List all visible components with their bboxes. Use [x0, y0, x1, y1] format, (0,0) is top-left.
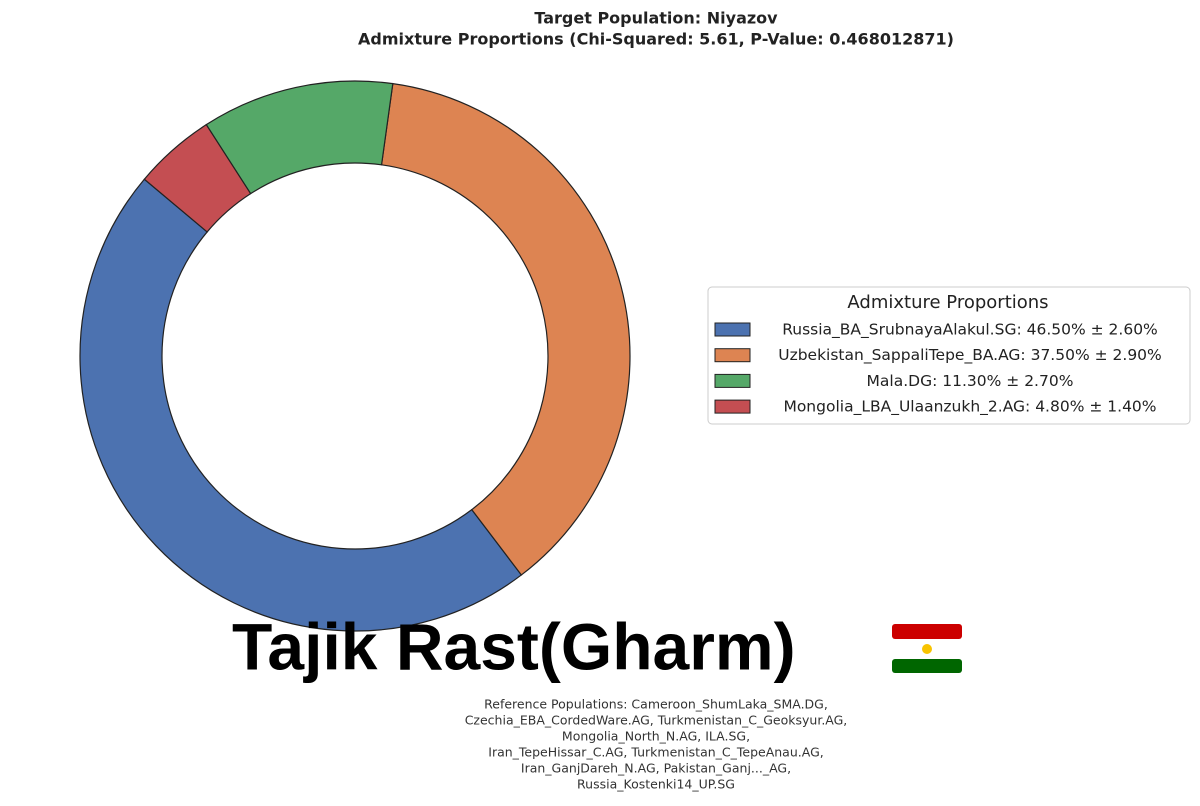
slice	[79, 178, 523, 632]
legend: Russia_BA_SrubnayaAlakul.SG: 46.50% ± 2.…	[714, 321, 1162, 417]
legend-swatch	[714, 399, 751, 414]
reference-text: Reference Populations: Cameroon_ShumLaka…	[465, 697, 848, 792]
legend-box	[707, 286, 1191, 425]
reference-line: Mongolia_North_N.AG, ILA.SG,	[562, 729, 750, 744]
slice	[380, 82, 631, 576]
reference-line: Russia_Kostenki14_UP.SG	[577, 777, 735, 792]
legend-swatch	[714, 322, 751, 337]
slice	[143, 123, 252, 233]
legend-swatch	[714, 348, 751, 363]
reference-line: Iran_TepeHissar_C.AG, Turkmenistan_C_Tep…	[488, 745, 823, 760]
flag-icon	[892, 624, 962, 673]
donut	[79, 80, 631, 632]
chart-title: Target Population: Niyazov	[534, 9, 778, 28]
chart-subtitle: Admixture Proportions (Chi-Squared: 5.61…	[358, 30, 954, 49]
legend-swatch	[714, 373, 751, 388]
caption: Tajik Rast(Gharm)	[232, 609, 796, 683]
legend-title: Admixture Proportions	[847, 292, 1048, 313]
legend-label: Mala.DG: 11.30% ± 2.70%	[867, 372, 1074, 390]
reference-line: Czechia_EBA_CordedWare.AG, Turkmenistan_…	[465, 713, 848, 728]
legend-label: Mongolia_LBA_Ulaanzukh_2.AG: 4.80% ± 1.4…	[783, 398, 1156, 417]
legend-label: Russia_BA_SrubnayaAlakul.SG: 46.50% ± 2.…	[782, 321, 1158, 340]
legend-label: Uzbekistan_SappaliTepe_BA.AG: 37.50% ± 2…	[778, 346, 1162, 365]
reference-line: Iran_GanjDareh_N.AG, Pakistan_Ganj..._AG…	[521, 761, 791, 776]
reference-line: Reference Populations: Cameroon_ShumLaka…	[484, 697, 828, 712]
